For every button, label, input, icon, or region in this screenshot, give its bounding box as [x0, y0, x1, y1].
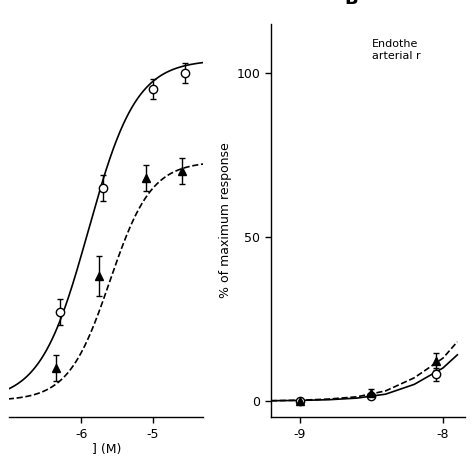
- Y-axis label: % of maximum response: % of maximum response: [219, 143, 232, 298]
- X-axis label: ] (M): ] (M): [91, 443, 121, 456]
- Text: B: B: [345, 0, 358, 8]
- Text: Endothe
arterial r: Endothe arterial r: [372, 39, 420, 61]
